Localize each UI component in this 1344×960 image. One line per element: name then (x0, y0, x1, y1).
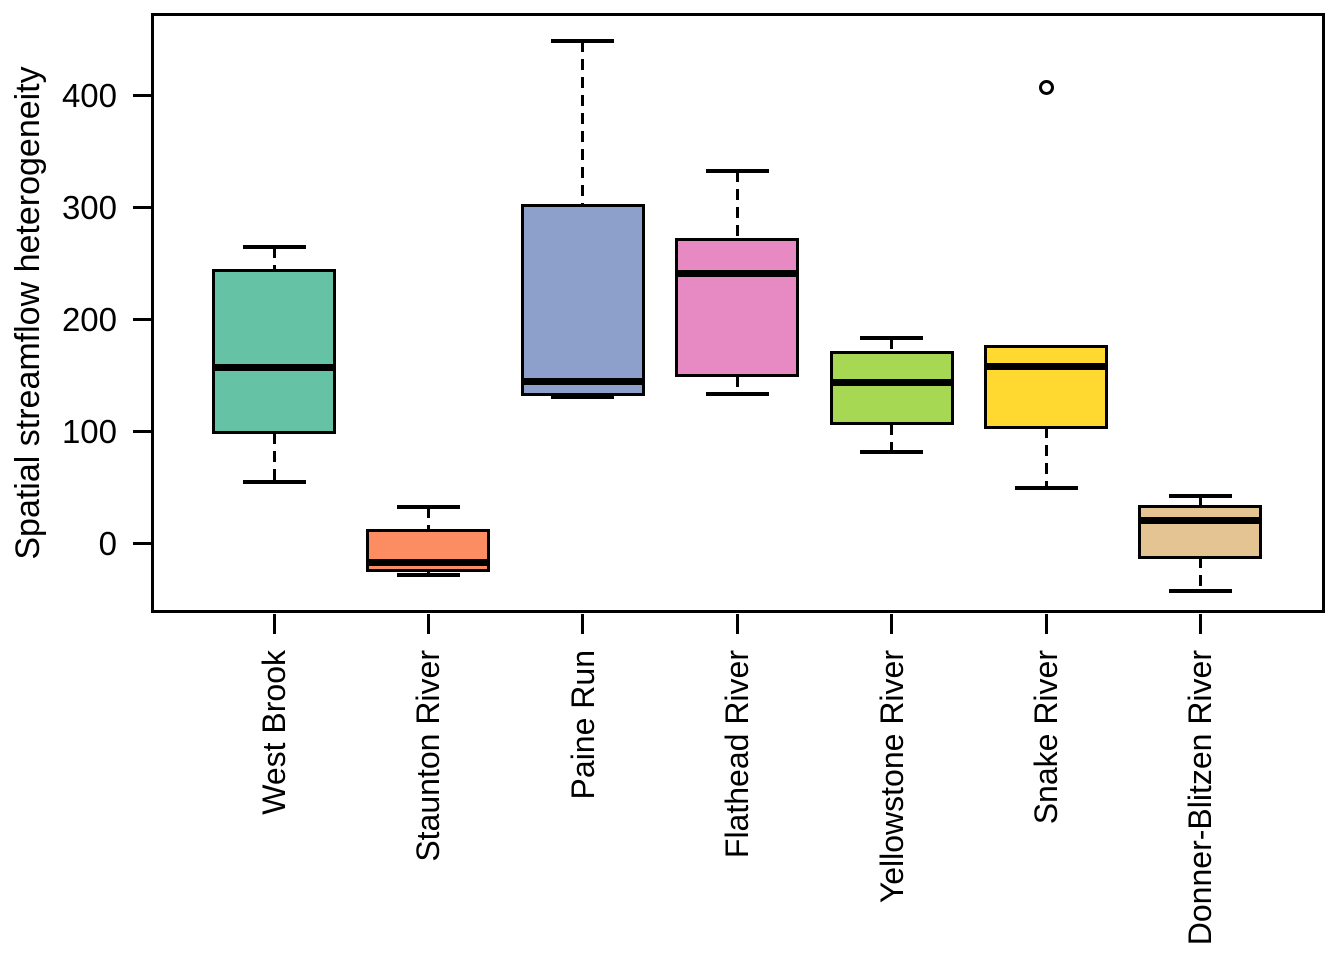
box-iqr (520, 203, 645, 397)
lower-whisker (890, 423, 894, 452)
median-line (369, 559, 488, 567)
box-iqr (675, 237, 800, 378)
upper-whisker-cap (1168, 493, 1232, 498)
y-tick-mark (133, 430, 153, 434)
x-tick-mark (1198, 614, 1202, 634)
median-line (987, 363, 1105, 371)
lower-whisker (1044, 427, 1048, 488)
box-iqr (829, 350, 954, 426)
upper-whisker-cap (860, 335, 924, 340)
upper-whisker (426, 506, 430, 531)
median-line (832, 378, 951, 386)
lower-whisker (1198, 557, 1202, 591)
x-category-label: Staunton River (410, 650, 447, 862)
lower-whisker-cap (1014, 485, 1078, 490)
x-category-label: Snake River (1028, 650, 1064, 825)
lower-whisker (735, 375, 739, 394)
y-tick-label: 100 (61, 412, 117, 450)
x-category-label: Donner-Blitzen River (1182, 650, 1219, 946)
lower-whisker-cap (860, 449, 924, 454)
x-category-label: Flathead River (719, 650, 756, 859)
x-tick-mark (1044, 614, 1048, 634)
lower-whisker (426, 570, 430, 576)
y-tick-label: 200 (61, 300, 117, 338)
x-category-label: Yellowstone River (873, 650, 910, 904)
upper-whisker (272, 246, 276, 271)
x-tick-mark (581, 614, 585, 634)
upper-whisker (581, 40, 585, 206)
y-tick-mark (133, 542, 153, 546)
upper-whisker (890, 337, 894, 353)
upper-whisker-cap (396, 504, 460, 509)
y-tick-mark (133, 206, 153, 210)
outlier-point (1038, 80, 1054, 96)
x-category-label: West Brook (256, 650, 292, 815)
lower-whisker-cap (396, 573, 460, 578)
lower-whisker-cap (551, 394, 615, 399)
box-iqr (1138, 505, 1263, 559)
upper-whisker (735, 170, 739, 239)
upper-whisker (1198, 495, 1202, 507)
x-category-label: Paine Run (564, 650, 601, 800)
y-tick-label: 0 (98, 524, 117, 562)
y-tick-label: 400 (61, 76, 117, 114)
upper-whisker-cap (551, 38, 615, 43)
x-tick-mark (890, 614, 894, 634)
lower-whisker-cap (1168, 588, 1232, 593)
x-tick-mark (735, 614, 739, 634)
lower-whisker-cap (705, 391, 769, 396)
median-line (1141, 516, 1260, 524)
x-tick-mark (272, 614, 276, 634)
median-line (215, 364, 333, 372)
upper-whisker-cap (242, 244, 306, 249)
y-tick-label: 300 (61, 188, 117, 226)
lower-whisker (272, 432, 276, 483)
y-tick-mark (133, 94, 153, 98)
box-iqr (212, 268, 336, 435)
y-tick-mark (133, 318, 153, 322)
median-line (678, 270, 797, 278)
lower-whisker-cap (242, 480, 306, 485)
upper-whisker-cap (705, 168, 769, 173)
median-line (523, 377, 642, 385)
box-iqr (984, 345, 1108, 429)
x-tick-mark (426, 614, 430, 634)
